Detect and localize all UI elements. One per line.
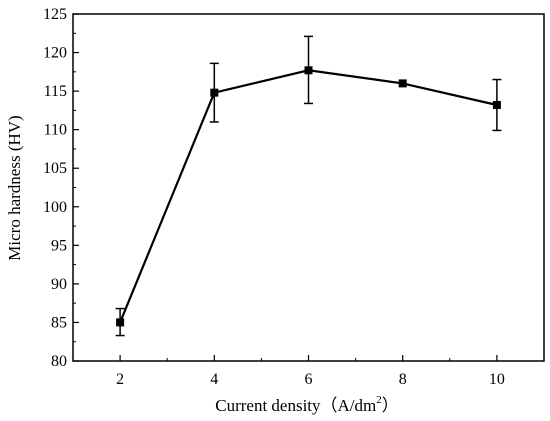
data-point-marker — [116, 318, 125, 327]
y-axis-ticks: 80 85 90 95 100 105 110 115 120 125 — [43, 6, 79, 370]
x-tick-label: 8 — [399, 371, 407, 388]
x-axis-title-suffix: ） — [382, 396, 399, 415]
data-point-marker — [304, 66, 313, 75]
y-tick-label: 110 — [44, 122, 67, 139]
y-tick-label: 95 — [51, 237, 67, 254]
x-axis-title: Current density（A/dm2） — [215, 394, 399, 415]
x-axis-title-superscript: 2 — [376, 394, 382, 406]
x-axis-title-main: Current density（A/dm — [215, 396, 376, 415]
y-tick-label: 90 — [51, 276, 67, 293]
x-tick-label: 4 — [210, 371, 218, 388]
y-tick-label: 120 — [43, 45, 67, 62]
data-point-marker — [398, 79, 407, 88]
data-point-marker — [492, 100, 501, 109]
x-tick-label: 2 — [116, 371, 124, 388]
series-line — [119, 69, 498, 323]
y-tick-label: 80 — [51, 353, 67, 370]
x-tick-label: 6 — [305, 371, 313, 388]
x-axis-ticks: 2 4 6 8 10 — [116, 355, 505, 388]
y-tick-label: 105 — [43, 160, 67, 177]
y-axis-title: Micro hardness (HV) — [5, 115, 24, 260]
y-tick-label: 85 — [51, 314, 67, 331]
data-point-marker — [210, 88, 219, 97]
y-tick-label: 125 — [43, 6, 67, 23]
y-tick-label: 100 — [43, 199, 67, 216]
y-tick-label: 115 — [44, 83, 67, 100]
error-bars — [115, 35, 502, 337]
x-tick-label: 10 — [489, 371, 505, 388]
data-markers — [116, 66, 501, 327]
